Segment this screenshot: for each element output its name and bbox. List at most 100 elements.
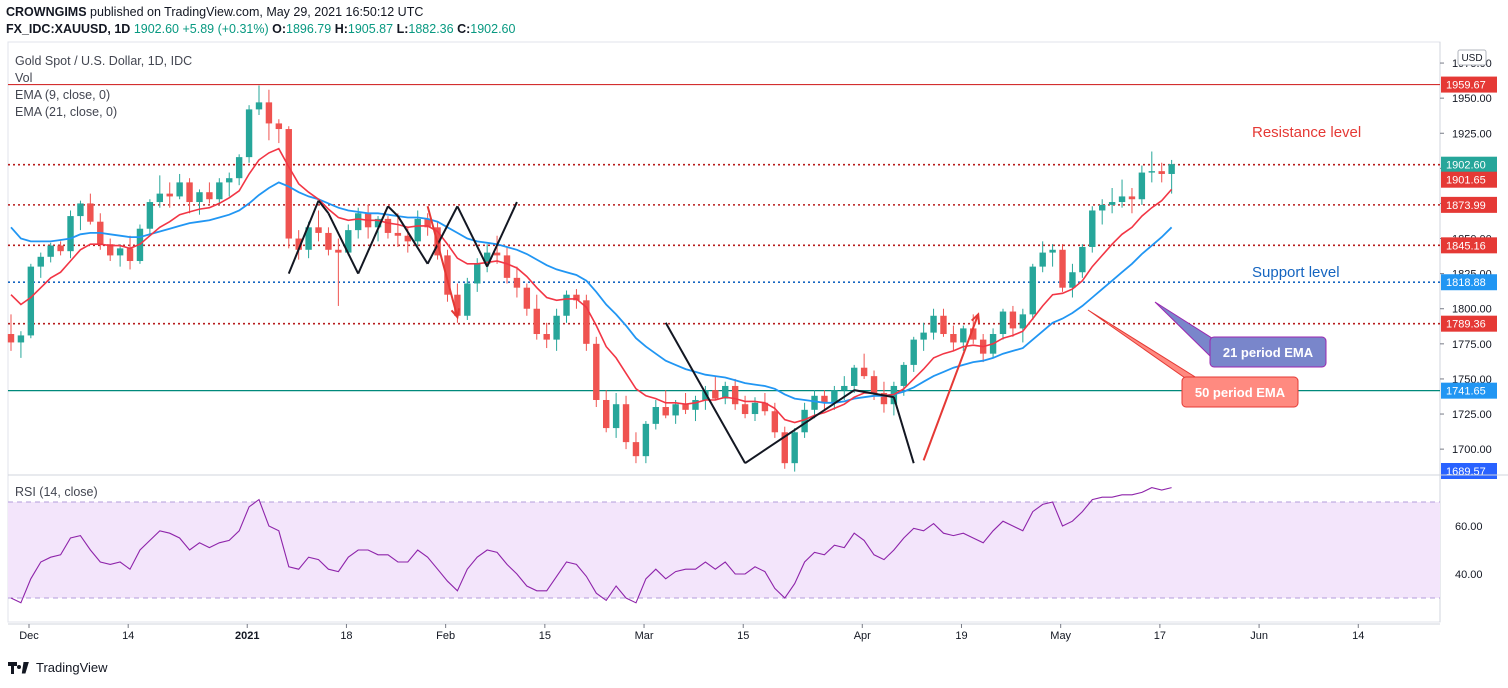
candle	[1148, 151, 1155, 183]
candle-body	[761, 402, 769, 412]
price-label-text: 1741.65	[1446, 386, 1486, 398]
price-label-text: 1901.65	[1446, 175, 1486, 187]
price-label-dotted_red_3: 1845.16	[1441, 237, 1497, 254]
x-tick-label: 14	[122, 630, 134, 642]
candle-body	[17, 335, 25, 343]
legend-ema21[interactable]: EMA (21, close, 0)	[15, 105, 118, 119]
rsi-band	[8, 502, 1440, 598]
candle-body	[712, 390, 719, 399]
pattern-line	[486, 201, 518, 268]
candle-body	[851, 367, 858, 386]
publish-info: CROWNGIMS published on TradingView.com, …	[6, 5, 423, 19]
ema21-callout-text: 21 period EMA	[1223, 345, 1314, 360]
currency-label: USD	[1461, 53, 1482, 64]
candle-body	[87, 203, 94, 222]
candle	[702, 385, 709, 410]
candle	[1089, 206, 1096, 253]
candle-body	[652, 407, 659, 424]
open-label: O:	[272, 22, 287, 36]
candle-body	[563, 294, 570, 316]
candle-body	[672, 404, 679, 416]
candle-body	[374, 218, 382, 228]
candle-body	[424, 218, 431, 228]
candle	[186, 178, 193, 214]
ema21-callout: 21 period EMA	[1154, 301, 1327, 368]
candle-body	[1108, 202, 1116, 205]
candle	[47, 242, 54, 263]
candle	[345, 224, 352, 256]
price-label-bg	[1441, 171, 1497, 188]
candle-body	[880, 392, 888, 405]
candle-body	[860, 367, 868, 377]
candle	[265, 89, 273, 141]
candle	[275, 119, 283, 144]
candle-body	[176, 182, 183, 197]
candle-body	[612, 404, 620, 429]
candle	[831, 385, 838, 410]
price-label-bg	[1441, 315, 1497, 332]
candle	[255, 85, 263, 116]
rsi-tick-label: 40.00	[1455, 569, 1483, 581]
candle-body	[1079, 246, 1086, 273]
high-value: 1905.87	[347, 22, 394, 36]
candle-body	[404, 235, 411, 242]
candle	[811, 390, 818, 419]
x-tick-label: 2021	[235, 630, 259, 642]
candle-body	[503, 255, 511, 278]
candle-body	[483, 252, 491, 264]
candle-body	[394, 232, 402, 236]
candle	[156, 175, 163, 208]
publisher-name: CROWNGIMS	[6, 5, 87, 19]
y-tick-label: 1800.00	[1452, 304, 1492, 316]
candle-body	[1089, 210, 1096, 247]
last-price: 1902.60	[133, 22, 179, 36]
legend-ema9[interactable]: EMA (9, close, 0)	[15, 88, 111, 102]
candle	[712, 376, 719, 400]
symbol-label: FX_IDC:XAUUSD, 1D	[6, 22, 131, 36]
candle-body	[622, 404, 630, 443]
legend-vol: Vol	[15, 71, 33, 85]
candle-body	[275, 123, 283, 130]
rsi-line	[10, 487, 1172, 604]
pattern-line	[327, 212, 360, 275]
candle-body	[77, 203, 84, 217]
candle	[464, 277, 471, 320]
low-label: L:	[396, 22, 409, 36]
candle-body	[970, 328, 977, 340]
candle-body	[831, 390, 838, 403]
pattern-line	[357, 205, 389, 275]
candle-body	[513, 277, 521, 288]
candle-body	[841, 385, 848, 391]
candle-body	[166, 193, 173, 197]
candle-body	[7, 334, 15, 343]
candle	[791, 428, 798, 472]
candle-body	[146, 202, 154, 229]
candle-body	[1059, 249, 1066, 288]
ema50-callout-text: 50 period EMA	[1195, 385, 1286, 400]
candle	[503, 246, 511, 284]
candle	[821, 390, 828, 410]
footer-brand: TradingView	[36, 660, 108, 675]
candle	[414, 210, 421, 246]
rsi-tick-label: 60.00	[1455, 521, 1483, 533]
candle-body	[335, 249, 342, 253]
price-label-text: 1818.88	[1446, 277, 1486, 289]
candle	[603, 390, 610, 433]
candle	[394, 213, 402, 247]
red-down-arrow	[426, 205, 459, 318]
candle	[1108, 188, 1116, 214]
candle	[483, 244, 491, 273]
close-label: C:	[457, 22, 471, 36]
candle-body	[900, 364, 907, 386]
candle-body	[454, 294, 461, 316]
candle	[1029, 263, 1036, 320]
candle-body	[196, 192, 203, 203]
rsi-legend[interactable]: RSI (14, close)	[15, 485, 98, 499]
tradingview-logo-icon	[8, 661, 30, 675]
y-tick-label: 1700.00	[1452, 444, 1492, 456]
candle	[851, 364, 858, 393]
price-label-bg	[1441, 156, 1497, 173]
candle-body	[1118, 196, 1126, 203]
price-label-text: 1845.16	[1446, 240, 1486, 252]
